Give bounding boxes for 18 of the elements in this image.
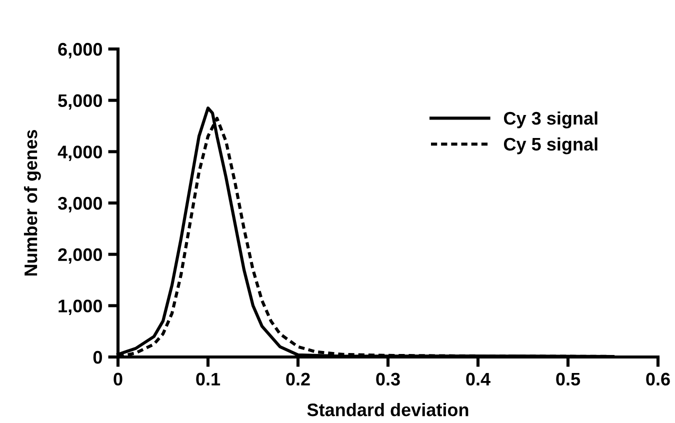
x-tick-label: 0.1 bbox=[196, 372, 220, 386]
x-axis-title: Standard deviation bbox=[307, 403, 468, 416]
y-tick-label: 3,000 bbox=[58, 196, 102, 212]
y-tick-label: 4,000 bbox=[58, 146, 102, 162]
legend-label: Cy 3 signal bbox=[504, 111, 598, 128]
legend-label: Cy 5 signal bbox=[504, 137, 598, 154]
y-tick-label: 6,000 bbox=[58, 42, 102, 58]
y-tick-label: 2,000 bbox=[58, 248, 102, 264]
x-tick-label: 0.2 bbox=[286, 372, 310, 386]
x-tick-label: 0.4 bbox=[466, 372, 490, 386]
y-tick-label: 0 bbox=[93, 350, 102, 364]
x-tick-label: 0 bbox=[114, 372, 122, 386]
y-tick-label: 5,000 bbox=[58, 94, 102, 110]
y-axis-title: Number of genes bbox=[24, 130, 41, 276]
x-tick-label: 0.3 bbox=[376, 372, 400, 386]
x-tick-label: 0.5 bbox=[556, 372, 580, 386]
y-tick-label: 1,000 bbox=[58, 300, 102, 316]
x-tick-label: 0.6 bbox=[646, 372, 670, 386]
